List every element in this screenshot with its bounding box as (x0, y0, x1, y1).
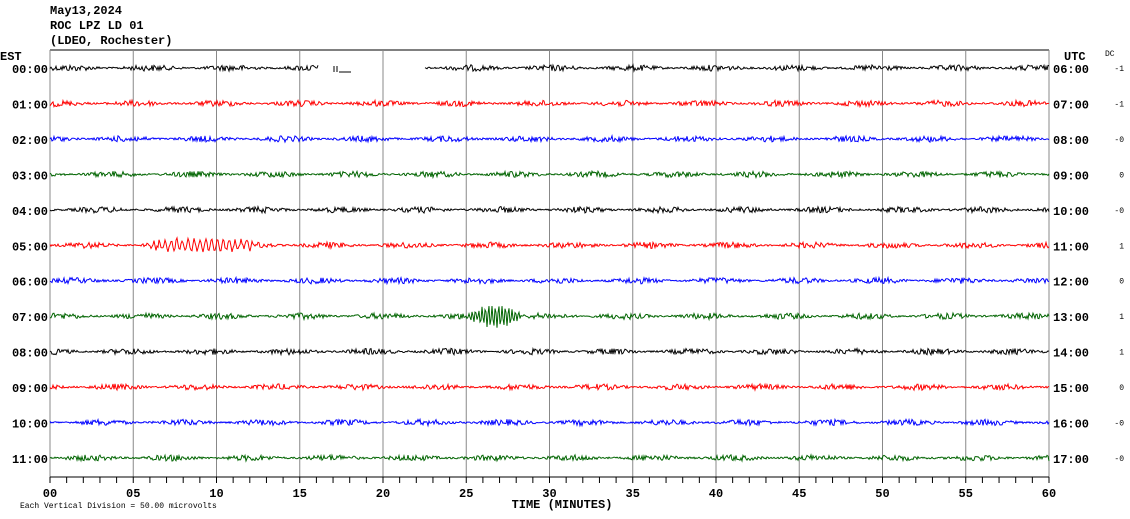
x-tick-label: 50 (875, 487, 889, 501)
est-row-label: 10:00 (12, 418, 48, 432)
est-row-label: 06:00 (12, 276, 48, 290)
dc-value: 0 (1119, 278, 1124, 287)
utc-row-label: 09:00 (1053, 169, 1089, 183)
dc-value: -0 (1114, 455, 1124, 464)
est-row-label: 03:00 (12, 169, 48, 183)
network-label: (LDEO, Rochester) (50, 34, 173, 48)
utc-row-label: 11:00 (1053, 240, 1089, 254)
utc-row-label: 06:00 (1053, 63, 1089, 77)
est-row-label: 01:00 (12, 98, 48, 112)
dc-value: 0 (1119, 171, 1124, 180)
dc-value: -0 (1114, 136, 1124, 145)
est-label: EST (0, 50, 22, 64)
station-label: ROC LPZ LD 01 (50, 19, 144, 33)
trace-row-0 (49, 63, 319, 73)
dc-value: 1 (1119, 313, 1124, 322)
dc-value: 1 (1119, 242, 1124, 251)
utc-row-label: 17:00 (1053, 453, 1089, 467)
est-row-label: 02:00 (12, 134, 48, 148)
trace-row-6 (49, 275, 1050, 286)
dc-value: -1 (1114, 65, 1124, 74)
dc-value: 1 (1119, 349, 1124, 358)
x-tick-label: 40 (709, 487, 723, 501)
est-row-label: 11:00 (12, 453, 48, 467)
x-tick-label: 35 (626, 487, 640, 501)
x-tick-label: 55 (959, 487, 973, 501)
x-tick-label: 30 (542, 487, 556, 501)
trace-row-11 (49, 453, 1050, 463)
dc-value: -0 (1114, 420, 1124, 429)
est-row-label: 00:00 (12, 63, 48, 77)
trace-row-8 (49, 347, 1050, 357)
trace-row-5 (49, 236, 1050, 253)
est-row-label: 07:00 (12, 311, 48, 325)
est-row-label: 04:00 (12, 205, 48, 219)
utc-row-label: 13:00 (1053, 311, 1089, 325)
utc-label: UTC (1064, 50, 1086, 64)
dc-value: -1 (1114, 100, 1124, 109)
est-row-label: 09:00 (12, 382, 48, 396)
utc-row-label: 08:00 (1053, 134, 1089, 148)
est-row-label: 05:00 (12, 240, 48, 254)
x-tick-label: 05 (126, 487, 140, 501)
scale-note: Each Vertical Division = 50.00 microvolt… (20, 502, 217, 511)
x-tick-label: 60 (1042, 487, 1056, 501)
trace-row-10 (49, 417, 1050, 428)
date-label: May13,2024 (50, 4, 123, 18)
x-tick-label: 25 (459, 487, 473, 501)
trace-row-9 (49, 382, 1050, 392)
trace-row-7 (50, 305, 1050, 328)
utc-row-label: 16:00 (1053, 418, 1089, 432)
trace-row-0 (424, 63, 1050, 73)
utc-row-label: 15:00 (1053, 382, 1089, 396)
utc-row-label: 12:00 (1053, 276, 1089, 290)
trace-row-2 (49, 134, 1050, 144)
utc-row-label: 14:00 (1053, 347, 1089, 361)
x-tick-label: 15 (293, 487, 307, 501)
dc-value: -0 (1114, 207, 1124, 216)
trace-row-3 (49, 169, 1050, 180)
x-tick-label: 20 (376, 487, 390, 501)
x-axis-title: TIME (MINUTES) (512, 498, 613, 512)
est-row-label: 08:00 (12, 347, 48, 361)
glitch-mark (333, 66, 351, 73)
x-tick-label: 10 (209, 487, 223, 501)
x-tick-label: 00 (43, 487, 57, 501)
dc-label: DC (1105, 50, 1115, 59)
trace-row-1 (49, 98, 1050, 109)
utc-row-label: 10:00 (1053, 205, 1089, 219)
x-tick-label: 45 (792, 487, 806, 501)
utc-row-label: 07:00 (1053, 98, 1089, 112)
trace-row-4 (49, 205, 1050, 215)
dc-value: 0 (1119, 384, 1124, 393)
